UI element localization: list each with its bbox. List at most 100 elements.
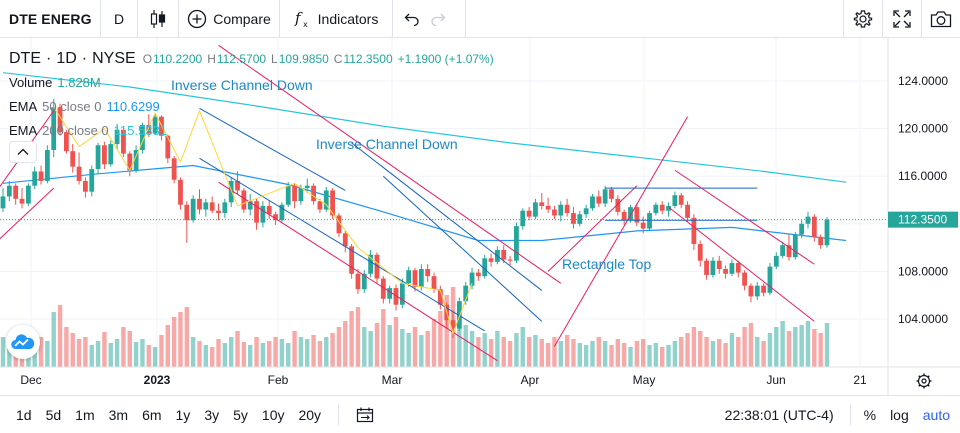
candle[interactable] [552, 205, 557, 220]
candle[interactable] [501, 245, 507, 264]
candle[interactable] [228, 177, 234, 208]
auto-scale-toggle[interactable]: auto [922, 407, 950, 423]
candle[interactable] [773, 252, 779, 270]
candle[interactable] [634, 203, 640, 227]
candle[interactable] [349, 244, 355, 279]
candle[interactable] [254, 198, 259, 230]
candle[interactable] [374, 252, 380, 284]
range-1y-button[interactable]: 1y [175, 406, 191, 423]
candle[interactable] [729, 259, 735, 277]
interval-button[interactable]: D [113, 10, 125, 27]
candle[interactable] [203, 198, 209, 217]
range-6m-button[interactable]: 6m [142, 406, 162, 423]
candle[interactable] [533, 198, 538, 220]
zigzag-line[interactable] [53, 106, 473, 335]
candle[interactable] [51, 98, 57, 158]
candle[interactable] [659, 201, 665, 215]
candle[interactable] [235, 171, 240, 195]
legend-volume-row[interactable]: Volume 1.828M [9, 71, 494, 95]
candle[interactable] [165, 134, 171, 164]
candle[interactable] [805, 211, 811, 229]
candle[interactable] [216, 203, 221, 221]
candle[interactable] [38, 165, 44, 185]
candle[interactable] [342, 230, 348, 253]
candle[interactable] [133, 145, 139, 173]
candle[interactable] [330, 188, 335, 220]
candle[interactable] [590, 194, 595, 211]
candle[interactable] [640, 216, 646, 234]
candle[interactable] [653, 202, 659, 216]
price-axis[interactable]: 124.0000 120.0000 116.0000 108.0000 104.0000 [898, 74, 948, 326]
candle[interactable] [704, 258, 709, 280]
candle[interactable] [393, 284, 399, 311]
time-axis-settings-button[interactable] [916, 373, 932, 389]
pattern-line[interactable] [218, 44, 562, 284]
candle[interactable] [127, 151, 133, 177]
pattern-label-rectangle[interactable]: Rectangle Top [562, 256, 651, 272]
candle[interactable] [672, 191, 678, 209]
symbol-search[interactable]: DTE ENERG [9, 10, 92, 27]
range-3m-button[interactable]: 3m [108, 406, 129, 423]
indicators-button[interactable]: f x Indicators [280, 0, 392, 38]
candle[interactable] [469, 267, 475, 290]
candle[interactable] [304, 178, 310, 193]
range-5y-button[interactable]: 5y [233, 406, 248, 423]
candle[interactable] [723, 265, 728, 279]
candle[interactable] [824, 217, 830, 248]
candle[interactable] [114, 123, 120, 151]
candle[interactable] [95, 142, 101, 174]
candle[interactable] [19, 188, 25, 209]
candle[interactable] [89, 165, 95, 197]
legend-ema50-row[interactable]: EMA 50 close 0 110.6299 [9, 95, 494, 119]
channel-2-upper-line[interactable] [351, 142, 543, 291]
candle[interactable] [482, 254, 488, 279]
candle[interactable] [102, 141, 107, 170]
pattern-label-channel-1[interactable]: Inverse Channel Down [171, 77, 313, 93]
candle[interactable] [260, 201, 266, 228]
range-1m-button[interactable]: 1m [75, 406, 95, 423]
candle[interactable] [748, 283, 754, 303]
candle[interactable] [754, 282, 760, 300]
candle[interactable] [621, 209, 627, 225]
candle[interactable] [792, 232, 798, 260]
candle[interactable] [811, 214, 817, 242]
candle[interactable] [526, 207, 532, 221]
candle[interactable] [406, 266, 412, 287]
candle[interactable] [716, 255, 722, 274]
candle[interactable] [25, 183, 31, 206]
candle[interactable] [178, 177, 183, 210]
legend-main-row[interactable]: DTE · 1D · NYSE O 110.2200 H 112.5700 L 109… [9, 47, 494, 71]
compare-button[interactable]: Compare [179, 0, 279, 38]
candle[interactable] [6, 180, 12, 202]
candle[interactable] [539, 192, 545, 210]
candle[interactable] [742, 270, 747, 291]
candle[interactable] [678, 192, 684, 209]
candle[interactable] [197, 189, 202, 215]
candle[interactable] [184, 201, 190, 243]
candle[interactable] [57, 103, 63, 136]
redo-button[interactable] [425, 0, 451, 38]
candle[interactable] [380, 276, 386, 304]
candle[interactable] [514, 222, 519, 264]
candle[interactable] [780, 241, 786, 259]
candle[interactable] [735, 260, 741, 278]
candle[interactable] [437, 285, 443, 310]
candle[interactable] [13, 183, 19, 205]
candle[interactable] [602, 185, 608, 208]
candle[interactable] [488, 253, 494, 267]
candle[interactable] [0, 188, 6, 212]
candle[interactable] [710, 257, 716, 278]
candle[interactable] [767, 263, 773, 296]
candle[interactable] [609, 186, 614, 203]
candle[interactable] [63, 129, 69, 154]
fullscreen-button[interactable] [883, 0, 921, 38]
goto-date-button[interactable] [349, 396, 381, 433]
candle[interactable] [44, 145, 50, 184]
candle[interactable] [387, 285, 393, 304]
channel-1-upper-line[interactable] [199, 107, 346, 191]
chart-style-button[interactable] [138, 0, 178, 38]
candle[interactable] [361, 270, 367, 293]
pattern-line[interactable] [674, 169, 815, 265]
pattern-line[interactable] [554, 116, 688, 347]
candle[interactable] [520, 208, 526, 230]
